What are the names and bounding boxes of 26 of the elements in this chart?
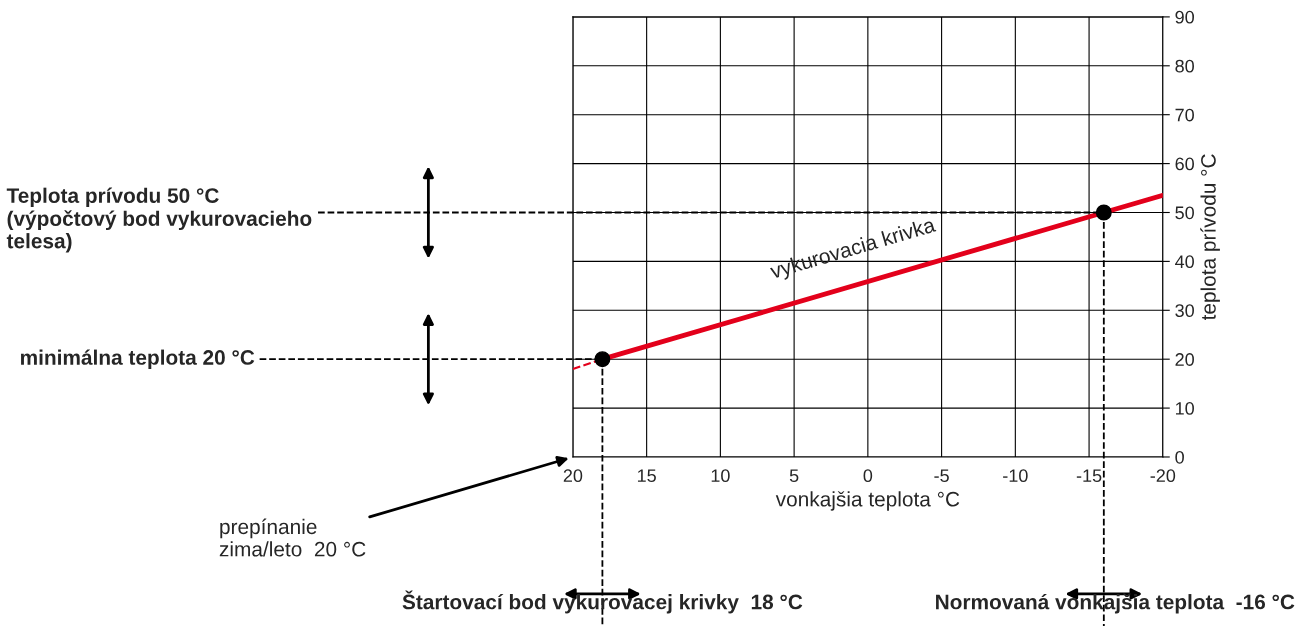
x-axis-title: vonkajšia teplota °C [775, 491, 960, 511]
ref-line-label: Normovaná vonkajšia teplota -16 °C [936, 593, 1295, 614]
x-tick-label: 10 [711, 469, 730, 483]
y-tick-label: 20 [1175, 353, 1194, 366]
y-tick-label: 10 [1175, 402, 1194, 415]
x-tick-label: 20 [563, 469, 583, 483]
ref-line-label: Teplota prívodu 50 °C (výpočtový bod vykurovacieho telesa) [6, 187, 312, 253]
text: prepínanie zima/leto 20 °C [219, 518, 366, 557]
y-tick-label: 80 [1175, 59, 1194, 73]
y-tick-label: 0 [1175, 450, 1184, 464]
y-tick-label: 50 [1175, 206, 1194, 220]
ref-line-label: minimálna teplota 20 °C [20, 349, 255, 369]
x-tick-label: -20 [1150, 469, 1176, 483]
y-axis-title: teplota prívodu °C [1200, 154, 1220, 321]
x-tick-label: -10 [1003, 469, 1028, 483]
y-tick-label: 40 [1175, 255, 1194, 269]
x-tick-label: 15 [637, 469, 656, 483]
x-tick-label: -15 [1076, 469, 1102, 483]
y-tick-label: 30 [1175, 304, 1194, 318]
y-tick-label: 60 [1175, 157, 1194, 171]
y-tick-label: 70 [1175, 108, 1194, 122]
y-tick-label: 90 [1175, 10, 1194, 24]
ref-line-label: Štartovací bod vykurovacej krivky 18 °C [402, 590, 803, 614]
x-tick-label: 0 [863, 469, 873, 483]
x-tick-label: 5 [789, 469, 799, 483]
x-tick-label: -5 [934, 469, 949, 483]
